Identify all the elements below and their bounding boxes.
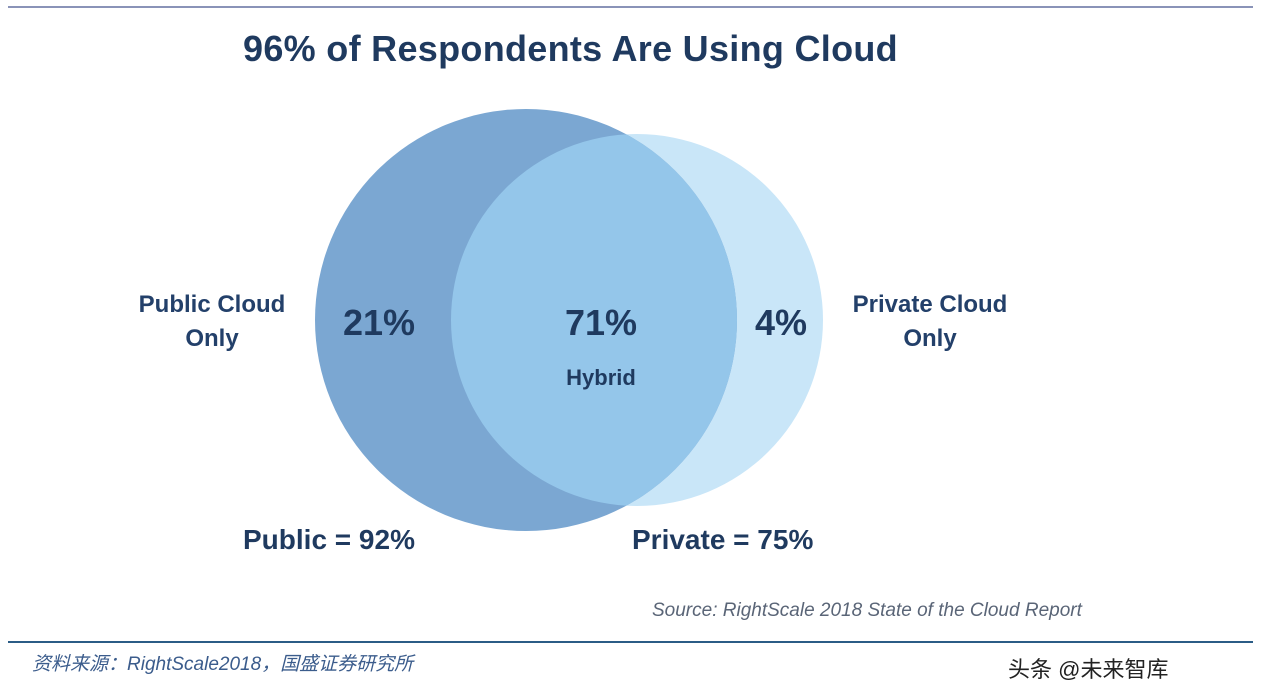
bottom-divider bbox=[8, 641, 1253, 643]
private-only-value: 4% bbox=[754, 302, 808, 343]
top-divider bbox=[8, 6, 1253, 8]
public-only-label-line2: Only bbox=[185, 325, 239, 352]
private-total-label: Private = 75% bbox=[632, 524, 814, 555]
public-total-label: Public = 92% bbox=[243, 524, 415, 555]
public-only-value: 21% bbox=[342, 302, 416, 343]
public-only-label-line1: Public Cloud bbox=[138, 291, 286, 318]
private-only-label-line1: Private Cloud bbox=[852, 291, 1008, 318]
private-only-label-line2: Only bbox=[903, 325, 957, 352]
public-only-label: Public Cloud Only bbox=[112, 288, 312, 356]
watermark: 头条 @未来智库 bbox=[1008, 657, 1169, 682]
source-note: Source: RightScale 2018 State of the Clo… bbox=[652, 600, 1082, 621]
chart-title: 96% of Respondents Are Using Cloud bbox=[243, 28, 898, 69]
hybrid-label: Hybrid bbox=[566, 365, 636, 390]
private-only-label: Private Cloud Only bbox=[830, 288, 1030, 356]
data-source-footnote: 资料来源：RightScale2018，国盛证券研究所 bbox=[32, 654, 414, 675]
hybrid-value: 71% bbox=[564, 302, 638, 343]
